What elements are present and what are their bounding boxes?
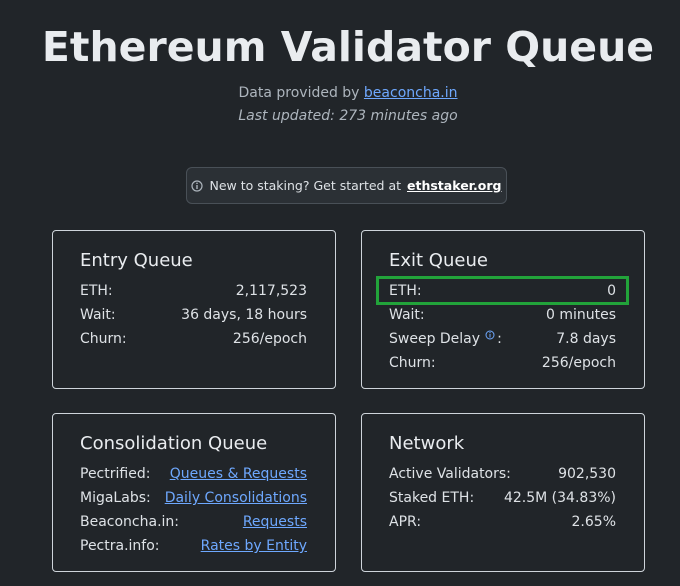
row-label: Wait: xyxy=(389,303,425,327)
card-row: Active Validators: 902,530 xyxy=(389,462,616,486)
label-text: ETH: xyxy=(389,283,422,299)
card-row: Churn: 256/epoch xyxy=(80,327,307,351)
row-label: Wait: xyxy=(80,303,116,327)
source-prefix: Data provided by xyxy=(238,85,360,101)
row-label: MigaLabs: xyxy=(80,486,151,510)
row-value: 2.65% xyxy=(571,514,616,530)
row-value: 256/epoch xyxy=(541,355,616,371)
row-label: Staked ETH: xyxy=(389,486,474,510)
card-row: ETH: 2,117,523 xyxy=(80,279,307,303)
source-line: Data provided by beaconcha.in xyxy=(0,83,680,103)
label-text: Sweep Delay xyxy=(389,331,481,347)
label-text: Wait: xyxy=(80,307,116,323)
card: Consolidation Queue Pectrified: Queues & R… xyxy=(52,413,336,572)
label-text: Beaconcha.in: xyxy=(80,514,180,530)
card-title: Exit Queue xyxy=(389,250,488,271)
card-row: Churn: 256/epoch xyxy=(389,351,616,375)
label-text: ETH: xyxy=(80,283,113,299)
card-row: ETH: 0 xyxy=(376,276,629,305)
row-label: Active Validators: xyxy=(389,462,511,486)
card-row: Sweep Delay: 7.8 days xyxy=(389,327,616,351)
banner: New to staking? Get started at ethstaker.… xyxy=(186,167,507,204)
row-label: APR: xyxy=(389,510,421,534)
highlight-box xyxy=(376,276,629,305)
row-value: 902,530 xyxy=(558,466,616,482)
row-label: Churn: xyxy=(80,327,127,351)
row-value: 7.8 days xyxy=(556,331,616,347)
card-title: Entry Queue xyxy=(80,250,193,271)
label-text: Staked ETH: xyxy=(389,490,475,506)
row-link[interactable]: Rates by Entity xyxy=(200,538,307,554)
label-text: Pectra.info: xyxy=(80,538,160,554)
banner-text: New to staking? Get started at xyxy=(209,178,402,193)
last-updated: Last updated: 273 minutes ago xyxy=(238,108,458,124)
row-value: 36 days, 18 hours xyxy=(181,307,307,323)
card-row: MigaLabs: Daily Consolidations xyxy=(80,486,307,510)
row-value: 0 xyxy=(607,283,616,299)
row-value: 256/epoch xyxy=(232,331,307,347)
card-row: Staked ETH: 42.5M (34.83%) xyxy=(389,486,616,510)
source-link[interactable]: beaconcha.in xyxy=(363,85,458,101)
card-row: APR: 2.65% xyxy=(389,510,616,534)
row-label: Pectrified: xyxy=(80,462,150,486)
card-row: Beaconcha.in: Requests xyxy=(80,510,307,534)
card: Exit Queue ETH: 0 Wait: 0 minutes Sweep Delay… xyxy=(361,230,645,389)
row-label: ETH: xyxy=(389,279,422,303)
card-row: Pectrified: Queues & Requests xyxy=(80,462,307,486)
label-text: Pectrified: xyxy=(80,466,151,482)
row-label: Sweep Delay: xyxy=(389,327,502,351)
banner-link[interactable]: ethstaker.org xyxy=(407,178,502,193)
row-link[interactable]: Queues & Requests xyxy=(169,466,307,482)
card: Entry Queue ETH: 2,117,523 Wait: 36 days, 18… xyxy=(52,230,336,389)
row-link[interactable]: Requests xyxy=(242,514,307,530)
row-label: Beaconcha.in: xyxy=(80,510,179,534)
label-text: Active Validators: xyxy=(389,466,511,482)
label-text: Churn: xyxy=(80,331,127,347)
label-text: Wait: xyxy=(389,307,425,323)
row-label: Churn: xyxy=(389,351,436,375)
card-title: Network xyxy=(389,433,465,454)
label-text: Churn: xyxy=(389,355,436,371)
row-value: 2,117,523 xyxy=(235,283,307,299)
row-link[interactable]: Daily Consolidations xyxy=(164,490,307,506)
card: Network Active Validators: 902,530 Staked E… xyxy=(361,413,645,572)
page-title: Ethereum Validator Queue xyxy=(41,23,655,71)
row-label: ETH: xyxy=(80,279,113,303)
card-row: Pectra.info: Rates by Entity xyxy=(80,534,307,558)
label-text: MigaLabs: xyxy=(80,490,151,506)
row-value: 42.5M (34.83%) xyxy=(503,490,616,506)
card-row: Wait: 36 days, 18 hours xyxy=(80,303,307,327)
row-value: 0 minutes xyxy=(545,307,616,323)
label-suffix: : xyxy=(497,331,502,347)
label-text: APR: xyxy=(389,514,422,530)
row-label: Pectra.info: xyxy=(80,534,160,558)
card-row: Wait: 0 minutes xyxy=(389,303,616,327)
info-icon[interactable] xyxy=(485,330,495,340)
card-title: Consolidation Queue xyxy=(80,433,268,454)
info-icon xyxy=(191,179,204,192)
